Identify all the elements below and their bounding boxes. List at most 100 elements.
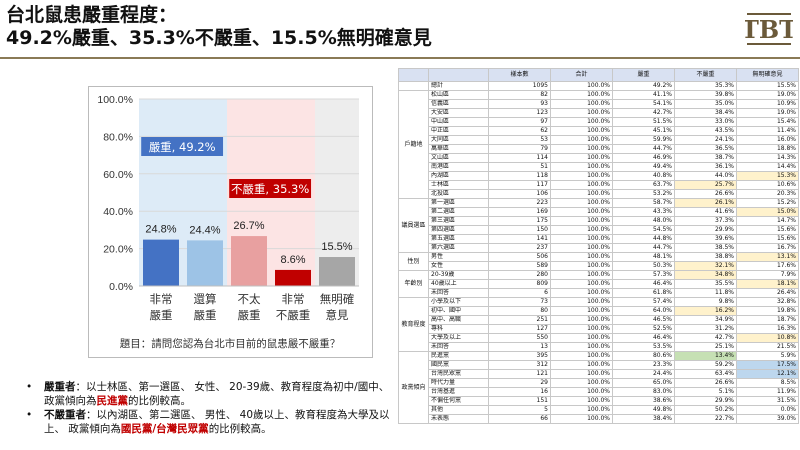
note-heading: 嚴重者 <box>44 381 76 393</box>
table-cell: 26.6% <box>674 378 737 388</box>
table-cell: 169 <box>488 207 551 217</box>
table-cell: 5.9% <box>736 351 799 361</box>
table-row: 初中、國中 80 100.0% 64.0% 16.2% 19.8% <box>399 306 799 316</box>
row-label: 第六選區 <box>428 243 489 253</box>
row-label: 中正區 <box>428 126 489 136</box>
table-cell: 58.7% <box>612 198 675 208</box>
table-cell: 100.0% <box>550 396 613 406</box>
logo-text: TBT <box>745 15 793 44</box>
x-category-label: 嚴重 <box>194 308 217 322</box>
table-cell: 54.1% <box>612 99 675 109</box>
table-row: 專科 127 100.0% 52.5% 31.2% 16.3% <box>399 324 799 334</box>
y-tick-label: 20.0% <box>103 244 133 256</box>
table-cell: 57.3% <box>612 270 675 280</box>
table-cell: 26.6% <box>674 189 737 199</box>
table-cell: 57.4% <box>612 297 675 307</box>
table-cell: 64.0% <box>612 306 675 316</box>
table-cell: 51 <box>488 162 551 172</box>
row-label: 不偏任何黨 <box>428 396 489 406</box>
group-label-cell: 議員選區 <box>398 198 429 253</box>
table-cell: 5 <box>488 405 551 415</box>
table-cell: 50.2% <box>674 405 737 415</box>
table-cell: 31.5% <box>736 396 799 406</box>
table-row: 年齡別 20-39歲 280 100.0% 57.3% 34.8% 7.9% <box>398 270 799 298</box>
table-cell: 34.9% <box>674 315 737 325</box>
table-cell: 48.1% <box>612 252 675 262</box>
y-tick-label: 100.0% <box>97 94 133 106</box>
bar <box>231 236 267 286</box>
table-cell: 123 <box>488 108 551 118</box>
table-cell: 63.4% <box>674 369 737 379</box>
table-row: 女性 589 100.0% 50.3% 32.1% 17.6% <box>399 261 799 271</box>
table-cell: 18.1% <box>736 279 799 289</box>
table-cell: 100.0% <box>550 135 613 145</box>
table-cell: 14.7% <box>736 216 799 226</box>
table-cell: 114 <box>488 153 551 163</box>
x-category-label: 無明確 <box>320 292 355 306</box>
row-label: 文山區 <box>428 153 489 163</box>
table-cell: 14.4% <box>736 162 799 172</box>
table-cell: 46.9% <box>612 153 675 163</box>
table-cell: 100.0% <box>550 81 613 91</box>
table-row: 南港區 51 100.0% 49.4% 36.1% 14.4% <box>399 162 799 172</box>
table-cell: 100.0% <box>550 288 613 298</box>
table-row: 大同區 53 100.0% 59.9% 24.1% 16.0% <box>399 135 799 145</box>
table-cell: 13.4% <box>674 351 737 361</box>
table-cell: 41.1% <box>612 90 675 100</box>
table-cell: 15.3% <box>736 171 799 181</box>
table-cell: 106 <box>488 189 551 199</box>
table-row: 國民黨 312 100.0% 23.3% 59.2% 17.5% <box>399 360 799 370</box>
table-cell: 280 <box>488 270 551 280</box>
row-label: 台灣基進 <box>428 387 489 397</box>
table-row: 第六選區 237 100.0% 44.7% 38.5% 16.7% <box>399 243 799 253</box>
row-label: 40歲以上 <box>428 279 489 289</box>
table-cell: 39.8% <box>674 90 737 100</box>
table-cell: 32.1% <box>674 261 737 271</box>
table-cell: 34.8% <box>674 270 737 280</box>
table-cell: 24.4% <box>612 369 675 379</box>
table-cell: 29.9% <box>674 225 737 235</box>
table-cell: 49.4% <box>612 162 675 172</box>
table-cell: 506 <box>488 252 551 262</box>
table-row: 未回答 6 100.0% 61.8% 11.8% 26.4% <box>399 288 799 298</box>
row-label: 南港區 <box>428 162 489 172</box>
table-cell: 48.0% <box>612 216 675 226</box>
table-header-cell: 嚴重 <box>612 68 675 82</box>
table-cell: 100.0% <box>550 378 613 388</box>
row-label: 民進黨 <box>428 351 489 361</box>
table-cell: 59.9% <box>612 135 675 145</box>
row-label: 信義區 <box>428 99 489 109</box>
table-cell: 16.3% <box>736 324 799 334</box>
table-cell: 15.0% <box>736 207 799 217</box>
table-cell: 29 <box>488 378 551 388</box>
table-cell: 223 <box>488 198 551 208</box>
table-cell: 550 <box>488 333 551 343</box>
table-cell: 97 <box>488 117 551 127</box>
table-cell: 175 <box>488 216 551 226</box>
x-category-label: 不嚴重 <box>276 308 311 322</box>
table-header-cell: 不嚴重 <box>674 68 737 82</box>
table-row: 40歲以上 809 100.0% 46.4% 35.5% 18.1% <box>399 279 799 289</box>
table-row: 議員選區 第一選區 223 100.0% 58.7% 26.1% 15.2% <box>398 198 799 253</box>
bar <box>319 257 355 286</box>
table-cell: 19.0% <box>736 90 799 100</box>
table-cell: 8.5% <box>736 378 799 388</box>
table-cell: 29.9% <box>674 396 737 406</box>
table-cell: 11.4% <box>736 126 799 136</box>
table-cell: 127 <box>488 324 551 334</box>
table-cell: 12.1% <box>736 369 799 379</box>
table-cell: 32.8% <box>736 297 799 307</box>
row-label: 大學及以上 <box>428 333 489 343</box>
table-cell: 10.9% <box>736 99 799 109</box>
table-cell: 100.0% <box>550 90 613 100</box>
y-tick-label: 0.0% <box>109 281 133 293</box>
table-cell: 100.0% <box>550 369 613 379</box>
table-cell: 15.6% <box>736 225 799 235</box>
table-cell: 14.3% <box>736 153 799 163</box>
table-row: 中山區 97 100.0% 51.5% 33.0% 15.4% <box>399 117 799 127</box>
table-header-cell <box>398 68 429 82</box>
table-cell: 17.5% <box>736 360 799 370</box>
summary-notes: • 嚴重者：以士林區、第一選區、 女性、 20-39歲、教育程度為初中/國中、 政… <box>22 380 402 436</box>
table-cell: 93 <box>488 99 551 109</box>
